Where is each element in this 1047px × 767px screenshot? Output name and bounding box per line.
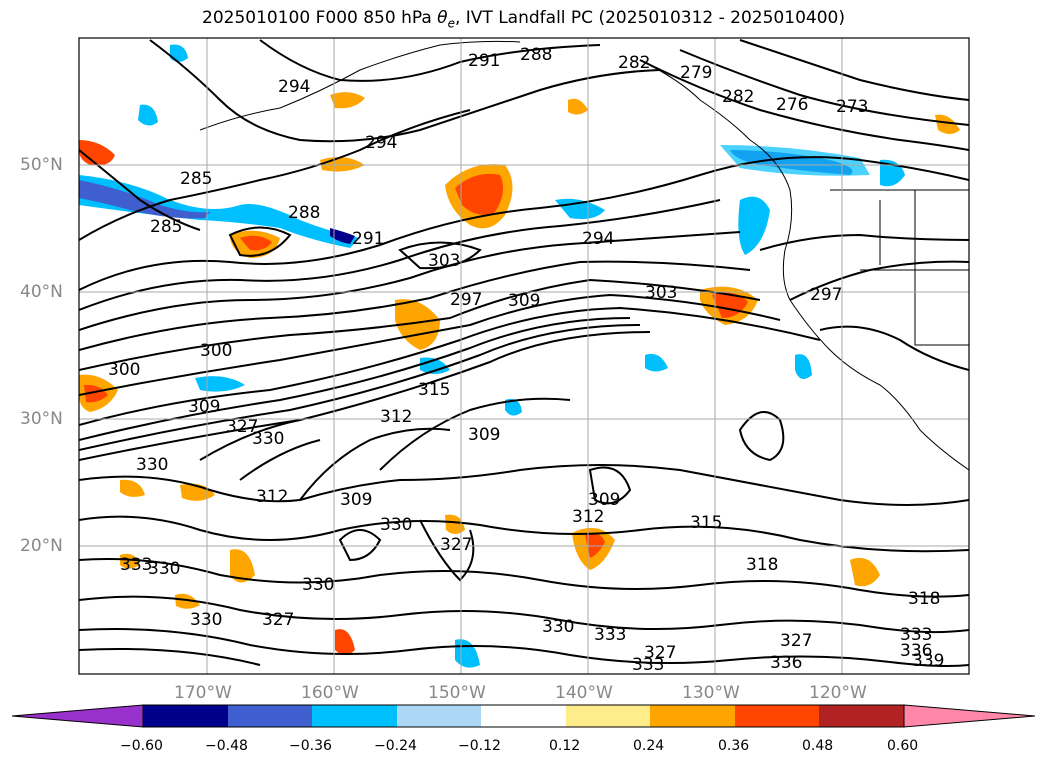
contour-label: 309 xyxy=(468,425,500,445)
contour-label: 285 xyxy=(180,169,212,189)
contour-label: 291 xyxy=(468,51,500,71)
contour-label: 336 xyxy=(900,641,932,661)
contour-label: 294 xyxy=(582,229,614,249)
colorbar-bin xyxy=(481,705,566,727)
colorbar-tick: 0.12 xyxy=(549,738,581,754)
contour-label: 288 xyxy=(520,45,552,65)
contour-label: 303 xyxy=(645,283,677,303)
contour-label: 318 xyxy=(746,555,778,575)
contour-label: 309 xyxy=(588,490,620,510)
lon-tick: 140°W xyxy=(555,683,613,703)
contour-label: 312 xyxy=(572,507,604,527)
contour-label: 339 xyxy=(912,651,944,671)
colorbar-bin xyxy=(397,705,481,727)
lon-tick: 120°W xyxy=(809,683,867,703)
grid-lines xyxy=(79,38,969,674)
contour-label: 309 xyxy=(188,397,220,417)
colorbar-tick: −0.36 xyxy=(289,738,332,754)
colorbar-tick: 0.24 xyxy=(633,738,665,754)
contour-label: 333 xyxy=(632,655,664,675)
map-frame xyxy=(78,37,970,675)
contour-label: 312 xyxy=(380,407,412,427)
colorbar-bin xyxy=(228,705,312,727)
colorbar-bin xyxy=(143,705,228,727)
contour-label: 327 xyxy=(226,417,258,437)
contour-label: 291 xyxy=(352,229,384,249)
colorbar-tick: −0.12 xyxy=(458,738,501,754)
lat-tick: 30°N xyxy=(20,409,63,429)
contour-label: 300 xyxy=(200,341,232,361)
contour-label: 309 xyxy=(340,490,372,510)
coastlines xyxy=(199,40,969,471)
contour-label: 294 xyxy=(365,133,397,153)
contour-label: 294 xyxy=(278,77,310,97)
colorbar-bin xyxy=(735,705,819,727)
contour-label: 279 xyxy=(680,63,712,83)
contour-label: 330 xyxy=(148,559,180,579)
contour-label: 330 xyxy=(252,429,284,449)
contour-label: 300 xyxy=(108,360,140,380)
contour-label: 297 xyxy=(810,285,842,305)
colorbar-tick: 0.36 xyxy=(718,738,750,754)
contour-label: 330 xyxy=(542,617,574,637)
colorbar-bin xyxy=(312,705,397,727)
contour-label: 315 xyxy=(418,380,450,400)
contour-label: 333 xyxy=(900,625,932,645)
contour-label: 336 xyxy=(770,653,802,673)
map-title: 2025010100 F000 850 hPa θe, IVT Landfall… xyxy=(202,8,845,31)
colorbar-tick: −0.48 xyxy=(205,738,248,754)
contour-label: 327 xyxy=(440,535,472,555)
contour-label: 330 xyxy=(190,610,222,630)
contour-label: 288 xyxy=(288,203,320,223)
contour-label: 333 xyxy=(120,555,152,575)
colorbar-extend-low xyxy=(11,704,144,728)
contour-label: 330 xyxy=(302,575,334,595)
contour-label: 297 xyxy=(450,290,482,310)
contour-label: 285 xyxy=(150,217,182,237)
contour-label: 330 xyxy=(380,515,412,535)
contour-labels: 291 288 282 279 282 276 273 294 294 285 … xyxy=(108,45,944,675)
colorbar-bin xyxy=(566,705,650,727)
contour-label: 282 xyxy=(722,87,754,107)
contour-label: 303 xyxy=(428,251,460,271)
lon-tick: 130°W xyxy=(682,683,740,703)
contour-label: 309 xyxy=(508,291,540,311)
lat-tick: 50°N xyxy=(20,155,63,175)
map-plot-area: 291 288 282 279 282 276 273 294 294 285 … xyxy=(79,38,969,675)
contour-label: 282 xyxy=(618,53,650,73)
contour-label: 315 xyxy=(690,513,722,533)
contour-label: 276 xyxy=(776,95,808,115)
contour-label: 273 xyxy=(836,97,868,117)
lon-tick: 150°W xyxy=(428,683,486,703)
colorbar-extend-high xyxy=(903,704,1036,728)
contour-label: 327 xyxy=(644,643,676,663)
colorbar-bin xyxy=(650,705,735,727)
contour-label: 333 xyxy=(594,625,626,645)
colorbar-bin xyxy=(819,705,904,727)
contour-label: 327 xyxy=(262,610,294,630)
lon-tick: 160°W xyxy=(301,683,359,703)
contour-label: 330 xyxy=(136,455,168,475)
contour-label: 312 xyxy=(256,487,288,507)
colorbar-tick: −0.60 xyxy=(120,738,163,754)
colorbar-tick: 0.48 xyxy=(802,738,834,754)
colorbar-tick: −0.24 xyxy=(374,738,417,754)
lat-tick: 20°N xyxy=(20,536,63,556)
contour-label: 327 xyxy=(780,631,812,651)
colorbar-tick: 0.60 xyxy=(887,738,919,754)
lon-tick: 170°W xyxy=(174,683,232,703)
colorbar xyxy=(11,704,1036,728)
lat-tick: 40°N xyxy=(20,282,63,302)
contour-label: 318 xyxy=(908,589,940,609)
